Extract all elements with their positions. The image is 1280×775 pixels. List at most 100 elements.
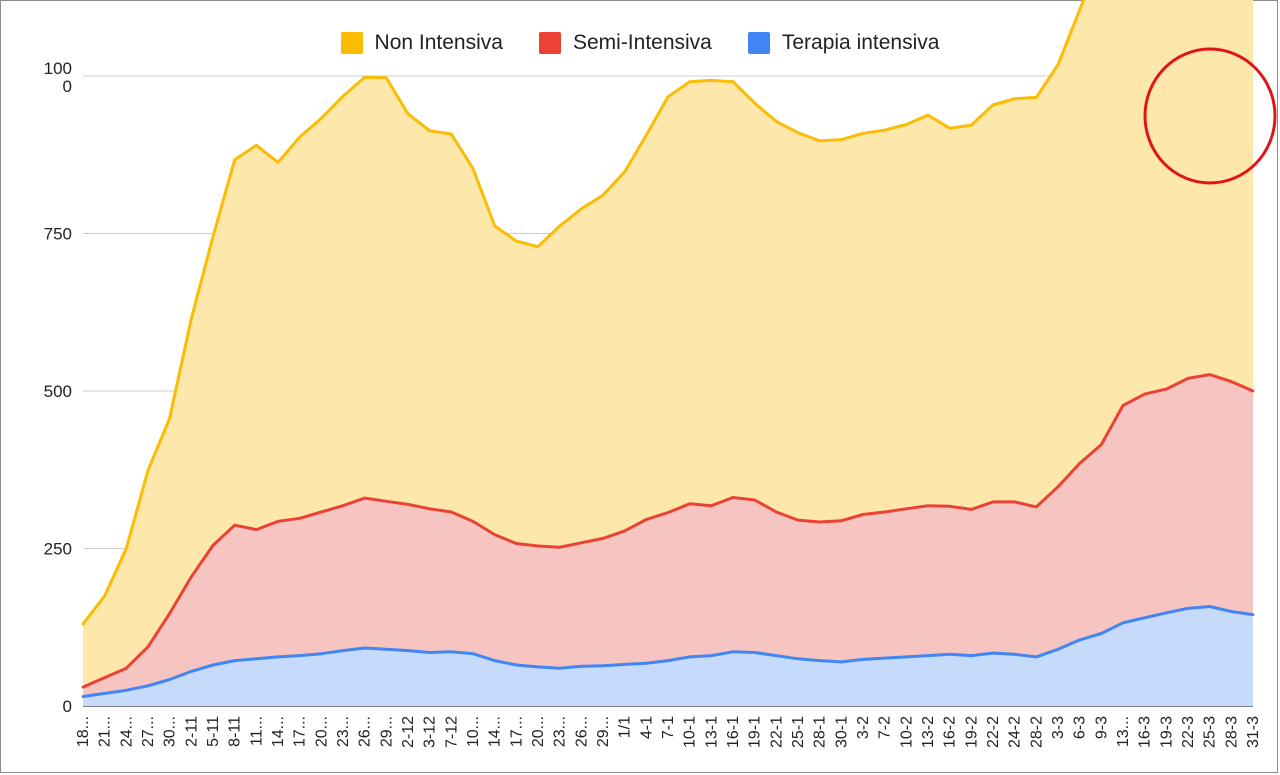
data-point — [1078, 8, 1082, 12]
data-point — [1143, 392, 1147, 396]
x-tick-label: 28-2 — [1028, 716, 1045, 748]
legend-item-non-intensiva[interactable]: Non Intensiva — [340, 31, 503, 55]
x-tick-label: 14... — [487, 716, 504, 747]
data-point — [579, 541, 583, 545]
x-tick-label: 16-3 — [1137, 716, 1154, 748]
x-tick-label: 27... — [140, 716, 157, 747]
data-point — [124, 547, 128, 550]
data-point — [471, 652, 475, 656]
x-tick-label: 20... — [313, 716, 330, 747]
x-tick-label: 22-1 — [768, 716, 785, 748]
data-point — [948, 504, 952, 508]
data-point — [406, 649, 410, 652]
x-tick-label: 11... — [248, 716, 265, 746]
x-tick-label: 23... — [335, 716, 352, 747]
legend-swatch-terapia-intensiva — [747, 32, 770, 54]
data-point — [211, 235, 215, 239]
series-area-2 — [83, 0, 1253, 688]
data-point — [1013, 97, 1017, 101]
data-point — [211, 543, 215, 547]
x-tick-label: 7-2 — [877, 716, 894, 739]
chart-legend: Non Intensiva Semi-Intensiva Terapia int… — [0, 28, 1280, 58]
x-tick-label: 20... — [530, 716, 547, 747]
x-tick-label: 29... — [378, 716, 395, 747]
data-point — [991, 103, 995, 107]
series-areas — [83, 0, 1253, 706]
data-point — [189, 317, 193, 320]
x-tick-label: 25-3 — [1202, 716, 1219, 748]
x-tick-label: 13-2 — [920, 716, 937, 748]
legend-item-terapia-intensiva[interactable]: Terapia intensiva — [747, 31, 940, 55]
y-tick-label: 500 — [44, 382, 72, 401]
data-point — [536, 665, 540, 669]
data-point — [1229, 610, 1233, 613]
data-point — [1034, 505, 1038, 509]
data-point — [1229, 380, 1233, 383]
x-tick-label: 10-1 — [682, 716, 699, 748]
data-point — [276, 520, 280, 523]
x-tick-label: 6-3 — [1072, 716, 1089, 739]
data-point — [298, 654, 302, 657]
data-point — [558, 224, 562, 228]
data-point — [861, 131, 865, 135]
data-point — [1164, 387, 1168, 391]
data-point — [254, 657, 258, 661]
x-tick-label: 5-11 — [205, 716, 222, 747]
data-point — [644, 133, 648, 137]
x-tick-label: 31-3 — [1245, 716, 1262, 748]
x-tick-label: 2-11 — [183, 716, 200, 747]
data-point — [818, 520, 822, 524]
x-tick-label: 25-1 — [790, 716, 807, 748]
data-point — [1099, 632, 1103, 635]
data-point — [1056, 63, 1060, 67]
data-point — [276, 655, 280, 659]
data-point — [1121, 404, 1125, 407]
data-point — [731, 650, 735, 654]
x-tick-label: 22-2 — [985, 716, 1002, 748]
data-point — [384, 647, 388, 651]
x-tick-label: 19-1 — [747, 716, 764, 748]
data-point — [774, 119, 778, 123]
data-point — [363, 496, 367, 500]
data-point — [319, 116, 323, 120]
data-point — [514, 239, 518, 243]
legend-label-semi-intensiva: Semi-Intensiva — [572, 31, 712, 54]
x-tick-label: 16-1 — [725, 716, 742, 748]
x-tick-label: 3-2 — [855, 716, 872, 739]
x-tick-label: 3-12 — [422, 716, 439, 748]
x-tick-label: 10... — [465, 716, 482, 747]
data-point — [254, 143, 258, 147]
x-tick-label: 4-1 — [638, 716, 655, 739]
data-point — [1056, 647, 1060, 651]
data-point — [493, 659, 497, 663]
x-tick-label: 7-12 — [443, 716, 460, 748]
data-point — [991, 500, 995, 504]
x-tick-label: 24-2 — [1007, 716, 1024, 748]
x-tick-label: 26... — [573, 716, 590, 747]
data-point — [1208, 605, 1212, 608]
y-axis: 0 250 500 750 100 0 — [44, 59, 72, 716]
data-point — [1143, 616, 1147, 620]
legend-swatch-semi-intensiva — [538, 32, 561, 54]
data-point — [753, 101, 757, 105]
data-point — [103, 692, 107, 695]
data-point — [1078, 462, 1082, 465]
x-tick-label: 26... — [357, 716, 374, 747]
data-point — [341, 504, 345, 508]
data-point — [861, 657, 865, 661]
data-point — [428, 507, 432, 511]
data-point — [1013, 500, 1017, 504]
data-point — [623, 529, 627, 533]
legend-item-semi-intensiva[interactable]: Semi-Intensiva — [538, 31, 712, 55]
legend-label-terapia-intensiva: Terapia intensiva — [781, 31, 940, 54]
x-tick-label: 17... — [292, 716, 309, 747]
data-point — [969, 654, 973, 657]
data-point — [623, 170, 627, 174]
data-point — [384, 76, 388, 80]
data-point — [623, 663, 627, 666]
data-point — [536, 245, 540, 249]
x-tick-label: 14... — [270, 716, 287, 747]
data-point — [189, 669, 193, 673]
data-point — [926, 113, 930, 117]
